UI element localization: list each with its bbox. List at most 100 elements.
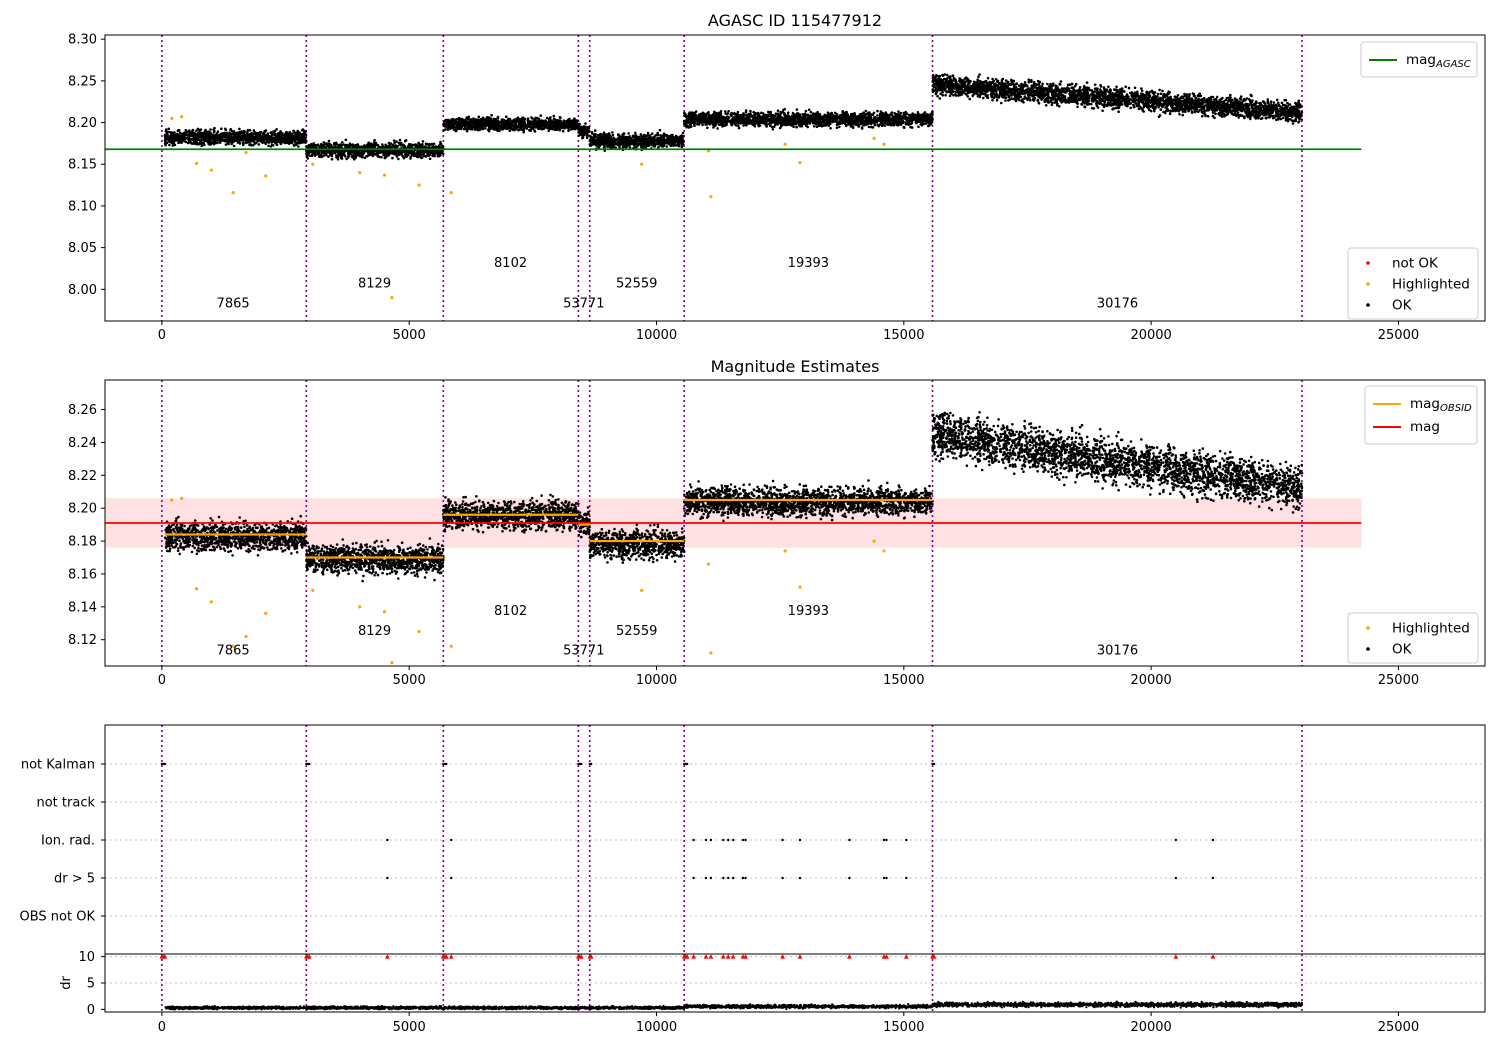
ok-point: [349, 150, 353, 153]
ok-point: [459, 120, 462, 123]
ok-point: [389, 142, 393, 145]
ok-point: [641, 135, 644, 139]
ok-point: [447, 120, 450, 123]
ok-point: [201, 131, 204, 135]
ok-point: [305, 155, 309, 159]
ok-point: [394, 151, 398, 155]
ok-point: [444, 124, 448, 127]
ok-point: [584, 122, 587, 125]
ok-point: [257, 143, 261, 146]
ok-point: [643, 144, 647, 147]
ok-point: [593, 129, 597, 132]
ok-point: [177, 140, 181, 144]
ok-point: [587, 127, 591, 130]
ok-point: [689, 122, 693, 125]
ok-point: [548, 127, 552, 130]
ok-point: [409, 155, 413, 158]
ok-point: [494, 121, 498, 124]
ok-point: [322, 150, 325, 154]
ok-point: [633, 134, 637, 138]
ok-point: [578, 122, 581, 126]
ok-point: [326, 151, 330, 154]
ok-point: [505, 121, 509, 125]
ok-point: [590, 142, 594, 145]
ok-point: [342, 150, 345, 154]
ok-point: [776, 109, 780, 112]
ok-point: [253, 138, 256, 141]
ok-point: [267, 144, 270, 148]
ok-point: [632, 143, 636, 147]
ok-point: [607, 143, 610, 146]
ok-point: [327, 139, 331, 143]
ok-point: [400, 149, 404, 153]
ok-point: [551, 119, 554, 123]
ok-point: [288, 130, 292, 134]
ok-point: [540, 119, 543, 123]
ok-point: [386, 149, 390, 153]
ok-point: [417, 141, 420, 145]
ok-point: [605, 140, 609, 144]
ok-point: [671, 133, 674, 137]
ok-point: [268, 135, 271, 138]
ok-point: [724, 110, 727, 113]
ok-point: [177, 128, 181, 132]
ok-point: [529, 129, 532, 132]
ok-point: [243, 130, 246, 133]
ok-point: [250, 136, 253, 139]
ok-point: [783, 107, 786, 111]
ok-point: [614, 138, 618, 142]
ok-point: [457, 124, 460, 127]
ok-point: [165, 137, 168, 141]
ok-point: [170, 140, 174, 143]
ok-point: [278, 140, 282, 144]
ok-point: [220, 127, 223, 130]
ok-point: [464, 127, 467, 131]
ok-point: [497, 121, 501, 125]
ok-point: [242, 143, 245, 146]
ok-point: [612, 136, 615, 140]
ok-point: [290, 133, 293, 136]
ok-point: [666, 136, 670, 139]
ok-point: [567, 126, 570, 130]
ok-point: [341, 141, 344, 144]
ok-point: [287, 137, 291, 141]
ok-point: [211, 135, 215, 139]
ok-point: [264, 142, 268, 145]
ok-point: [601, 135, 604, 139]
ok-point: [867, 125, 871, 129]
ok-point: [228, 134, 231, 138]
ok-point: [351, 156, 355, 159]
ok-point: [460, 127, 463, 131]
ok-point: [482, 116, 485, 120]
ok-point: [270, 143, 274, 147]
ok-point: [589, 136, 593, 139]
ok-point: [265, 140, 269, 143]
ok-point: [479, 128, 482, 131]
ok-point: [171, 144, 175, 147]
ok-point: [665, 145, 669, 148]
ok-point: [467, 124, 471, 128]
ok-point: [423, 145, 427, 148]
ok-point: [577, 134, 580, 138]
ok-point: [216, 130, 220, 133]
ok-point: [424, 154, 428, 158]
ok-point: [556, 119, 559, 122]
ok-point: [467, 117, 470, 121]
ok-point: [744, 111, 748, 114]
ok-point: [254, 135, 258, 138]
ok-point: [515, 119, 519, 123]
ok-point: [295, 131, 298, 135]
ok-point: [507, 117, 510, 121]
ok-point: [447, 126, 451, 130]
ok-point: [304, 133, 308, 137]
ok-point: [467, 115, 471, 119]
ok-point: [287, 142, 291, 145]
ok-point: [513, 126, 516, 130]
ok-point: [505, 127, 508, 130]
ok-point: [645, 141, 648, 145]
ok-point: [418, 153, 421, 157]
ok-point: [575, 122, 579, 126]
ok-point: [363, 144, 366, 147]
